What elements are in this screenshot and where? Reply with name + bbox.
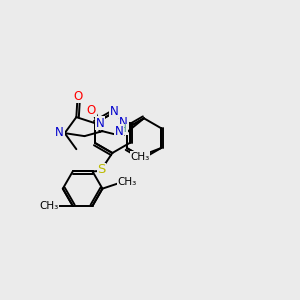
Text: S: S xyxy=(97,163,106,176)
Text: N: N xyxy=(119,116,128,129)
Text: N: N xyxy=(96,117,104,130)
Text: CH₃: CH₃ xyxy=(131,152,150,162)
Text: H: H xyxy=(119,124,127,134)
Text: O: O xyxy=(87,104,96,117)
Text: CH₃: CH₃ xyxy=(39,201,58,211)
Text: N: N xyxy=(110,105,119,118)
Text: O: O xyxy=(74,90,83,103)
Text: CH₃: CH₃ xyxy=(118,177,137,187)
Text: N: N xyxy=(56,126,64,139)
Text: N: N xyxy=(115,125,124,138)
